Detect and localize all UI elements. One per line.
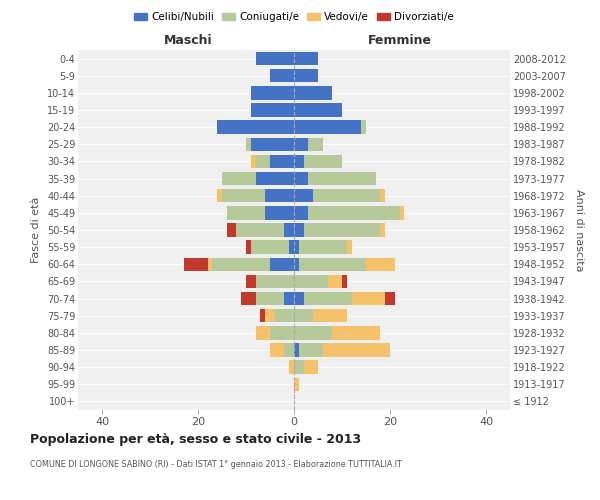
Text: Popolazione per età, sesso e stato civile - 2013: Popolazione per età, sesso e stato civil… xyxy=(30,432,361,446)
Legend: Celibi/Nubili, Coniugati/e, Vedovi/e, Divorziati/e: Celibi/Nubili, Coniugati/e, Vedovi/e, Di… xyxy=(130,8,458,26)
Bar xyxy=(270,258,294,271)
Bar xyxy=(270,154,294,168)
Bar xyxy=(246,274,256,288)
Bar xyxy=(385,292,395,306)
Bar xyxy=(294,206,308,220)
Bar xyxy=(265,189,294,202)
Bar xyxy=(299,240,347,254)
Text: Maschi: Maschi xyxy=(164,34,213,46)
Bar xyxy=(251,138,294,151)
Y-axis label: Anni di nascita: Anni di nascita xyxy=(574,188,584,271)
Bar xyxy=(294,240,299,254)
Bar xyxy=(256,326,270,340)
Text: COMUNE DI LONGONE SABINO (RI) - Dati ISTAT 1° gennaio 2013 - Elaborazione TUTTIT: COMUNE DI LONGONE SABINO (RI) - Dati IST… xyxy=(30,460,402,469)
Bar xyxy=(352,292,385,306)
Bar xyxy=(241,292,256,306)
Bar xyxy=(289,240,294,254)
Bar xyxy=(294,378,299,391)
Bar xyxy=(328,274,342,288)
Bar xyxy=(294,274,328,288)
Bar xyxy=(380,224,385,236)
Bar xyxy=(270,69,294,82)
Bar xyxy=(260,309,265,322)
Bar xyxy=(294,138,308,151)
Bar xyxy=(270,326,294,340)
Bar xyxy=(347,240,352,254)
Bar xyxy=(294,120,361,134)
Bar xyxy=(313,189,380,202)
Bar xyxy=(299,344,323,356)
Y-axis label: Fasce di età: Fasce di età xyxy=(31,197,41,263)
Bar xyxy=(284,344,294,356)
Bar xyxy=(294,224,304,236)
Bar xyxy=(256,172,294,186)
Bar xyxy=(304,360,318,374)
Bar xyxy=(275,309,294,322)
Bar xyxy=(332,326,380,340)
Bar xyxy=(308,206,400,220)
Bar xyxy=(256,154,270,168)
Bar xyxy=(380,189,385,202)
Bar xyxy=(294,360,304,374)
Bar xyxy=(299,258,366,271)
Bar xyxy=(294,86,332,100)
Bar xyxy=(304,224,380,236)
Bar xyxy=(284,292,294,306)
Text: Femmine: Femmine xyxy=(368,34,431,46)
Bar xyxy=(222,189,265,202)
Bar xyxy=(294,189,313,202)
Bar xyxy=(294,154,304,168)
Bar xyxy=(217,120,294,134)
Bar xyxy=(366,258,395,271)
Bar xyxy=(208,258,212,271)
Bar xyxy=(400,206,404,220)
Bar xyxy=(246,138,251,151)
Bar xyxy=(222,172,256,186)
Bar xyxy=(256,292,284,306)
Bar xyxy=(294,172,308,186)
Bar xyxy=(227,224,236,236)
Bar xyxy=(212,258,270,271)
Bar xyxy=(294,326,332,340)
Bar xyxy=(289,360,294,374)
Bar xyxy=(308,138,323,151)
Bar xyxy=(236,224,284,236)
Bar xyxy=(227,206,265,220)
Bar xyxy=(304,292,352,306)
Bar xyxy=(217,189,222,202)
Bar xyxy=(256,52,294,66)
Bar xyxy=(184,258,208,271)
Bar xyxy=(270,344,284,356)
Bar xyxy=(256,274,294,288)
Bar xyxy=(304,154,342,168)
Bar xyxy=(294,309,313,322)
Bar xyxy=(251,240,289,254)
Bar xyxy=(323,344,390,356)
Bar xyxy=(342,274,347,288)
Bar xyxy=(251,154,256,168)
Bar xyxy=(294,258,299,271)
Bar xyxy=(251,104,294,117)
Bar xyxy=(265,309,275,322)
Bar xyxy=(265,206,294,220)
Bar xyxy=(313,309,347,322)
Bar xyxy=(246,240,251,254)
Bar xyxy=(294,104,342,117)
Bar xyxy=(308,172,376,186)
Bar xyxy=(294,69,318,82)
Bar xyxy=(294,344,299,356)
Bar xyxy=(251,86,294,100)
Bar xyxy=(294,52,318,66)
Bar xyxy=(294,292,304,306)
Bar xyxy=(361,120,366,134)
Bar xyxy=(284,224,294,236)
